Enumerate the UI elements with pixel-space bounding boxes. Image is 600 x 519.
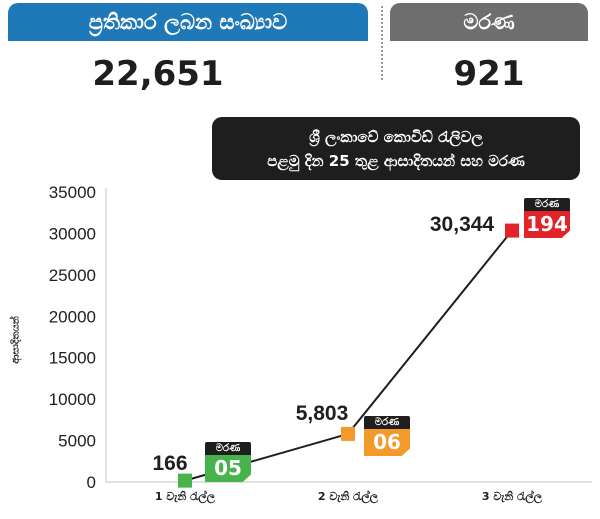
y-tick-label: 10000 [49,390,96,409]
y-tick-label: 35000 [49,183,96,202]
deaths-count-value: 921 [453,54,525,94]
y-tick-label: 20000 [49,307,96,326]
chart-title: ශ්‍රී ලංකාවේ කොවිඩ් රැලිවල පළමු දින 25 ත… [212,117,580,180]
deaths-badge-caption: මරණ [364,416,410,429]
deaths-badge-value: 05 [205,455,251,482]
deaths-count-label: මරණ [390,3,588,41]
y-tick-label: 5000 [58,432,96,451]
deaths-badge-wave-3: මරණ 194 [524,198,570,238]
x-tick-label: 1 වැනි රැල්ල [155,489,216,505]
x-tick-label: 3 වැනි රැල්ල [482,489,543,505]
stats-divider [381,6,383,80]
chart-title-line-2: පළමු දින 25 තුළ ආසාදිතයන් සහ මරණ [267,151,525,170]
y-tick-label: 25000 [49,266,96,285]
chart-title-line-1: ශ්‍රී ලංකාවේ කොවිඩ් රැලිවල [309,127,483,146]
recovered-count-label: ප්‍රතිකාර ලබන සංඛ්‍යාව [8,3,368,41]
data-label: 30,344 [430,213,495,236]
data-point-marker [505,223,519,238]
deaths-badge-wave-1: මරණ 05 [205,442,251,482]
deaths-badge-caption: මරණ [205,442,251,455]
deaths-badge-value: 194 [524,211,570,238]
data-label: 5,803 [296,402,349,425]
y-tick-label: 0 [87,473,96,492]
recovered-count-value: 22,651 [92,54,224,94]
data-point-marker [178,473,192,488]
data-label: 166 [152,452,187,475]
data-point-marker [341,426,355,441]
x-tick-label: 2 වැනි රැල්ල [318,489,379,505]
y-tick-label: 15000 [49,349,96,368]
deaths-badge-value: 06 [364,429,410,456]
deaths-badge-wave-2: මරණ 06 [364,416,410,456]
y-tick-label: 30000 [49,224,96,243]
deaths-badge-caption: මරණ [524,198,570,211]
